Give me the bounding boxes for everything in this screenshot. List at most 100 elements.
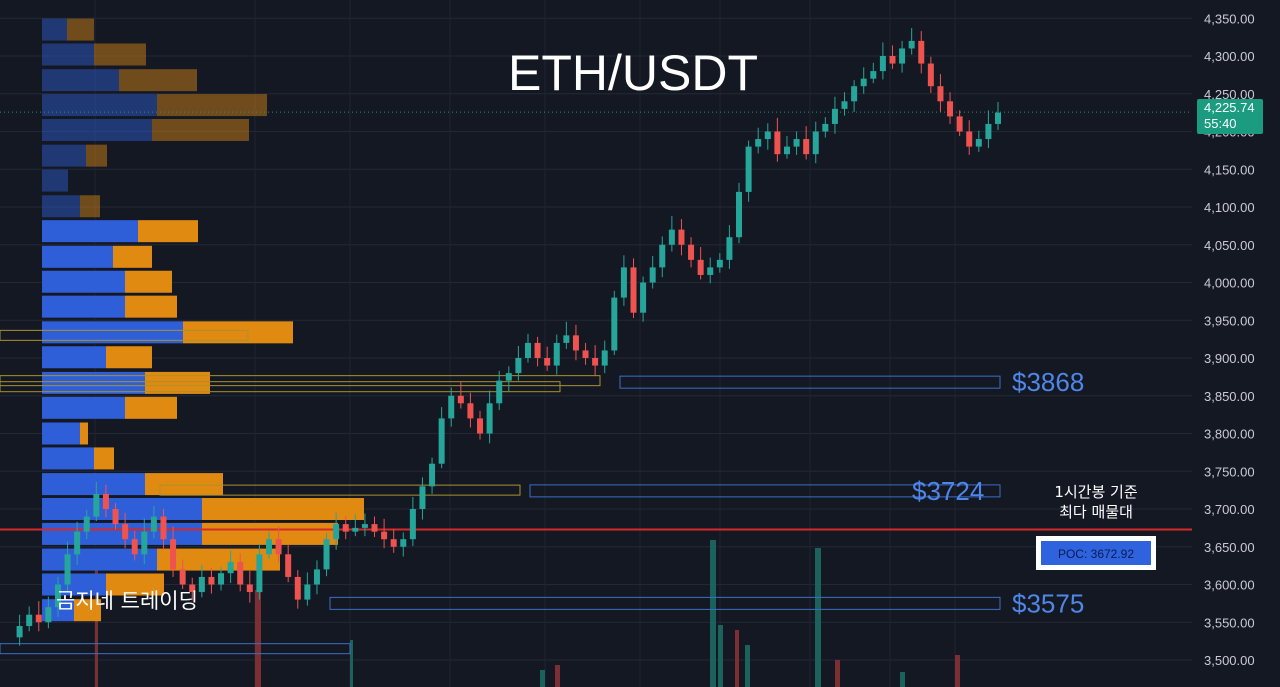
volume-bar bbox=[95, 570, 98, 687]
volume-bar bbox=[955, 655, 960, 687]
candle-body bbox=[947, 101, 954, 117]
vp-sell-bar bbox=[94, 43, 146, 66]
candle-body bbox=[764, 131, 771, 140]
price-badge-bg bbox=[1197, 99, 1263, 134]
candle-body bbox=[304, 584, 311, 600]
y-tick-label: 4,250.00 bbox=[1204, 87, 1255, 102]
poc-annotation: 1시간봉 기준 최다 매물대 POC: 3672.92 bbox=[1036, 483, 1156, 570]
volume-bar bbox=[900, 672, 905, 687]
poc-label: POC: 3672.92 bbox=[1058, 547, 1134, 561]
vp-buy-bar bbox=[42, 371, 145, 394]
candle-body bbox=[361, 524, 368, 528]
y-tick-label: 4,100.00 bbox=[1204, 200, 1255, 215]
candle-body bbox=[678, 229, 685, 245]
vp-buy-bar bbox=[42, 94, 157, 117]
candle-body bbox=[803, 139, 810, 155]
candle-body bbox=[208, 576, 215, 585]
candle-body bbox=[102, 493, 109, 509]
vp-sell-bar bbox=[125, 295, 177, 318]
vp-buy-bar bbox=[42, 144, 86, 167]
candle-body bbox=[352, 527, 359, 532]
y-axis: 4,350.004,300.004,250.004,200.004,150.00… bbox=[1204, 11, 1255, 668]
candle-body bbox=[659, 244, 666, 268]
vp-buy-bar bbox=[42, 118, 152, 141]
vp-sell-bar bbox=[157, 548, 280, 571]
y-tick-label: 3,900.00 bbox=[1204, 351, 1255, 366]
chart-title: ETH/USDT bbox=[508, 45, 758, 101]
candle-body bbox=[170, 539, 177, 570]
watermark-text: 곰지네 트레이딩 bbox=[56, 589, 198, 613]
candle-body bbox=[975, 139, 982, 147]
vp-sell-bar bbox=[138, 220, 198, 243]
candle-body bbox=[35, 614, 42, 623]
candle-body bbox=[688, 244, 695, 260]
volume-bar bbox=[255, 590, 261, 687]
vp-buy-bar bbox=[42, 245, 113, 268]
level-box bbox=[0, 329, 249, 341]
y-tick-label: 4,300.00 bbox=[1204, 49, 1255, 64]
candle-body bbox=[927, 63, 934, 87]
vp-sell-bar bbox=[183, 321, 293, 344]
candle-body bbox=[189, 584, 196, 593]
candle-body bbox=[726, 237, 733, 260]
volume-bar bbox=[745, 645, 750, 687]
candle-body bbox=[333, 524, 340, 540]
volume-bar bbox=[350, 640, 353, 687]
candle-body bbox=[131, 539, 138, 555]
candle-body bbox=[649, 267, 656, 283]
level-box bbox=[159, 484, 521, 496]
vp-sell-bar bbox=[86, 144, 107, 167]
vp-buy-bar bbox=[42, 422, 80, 445]
candle-body bbox=[995, 112, 1001, 124]
candle-body bbox=[246, 584, 253, 593]
candle-body bbox=[889, 56, 896, 64]
candle-body bbox=[851, 86, 858, 102]
candle-body bbox=[544, 358, 551, 366]
support-zones: $3868 $3724 $3575 bbox=[0, 329, 1084, 655]
poc-note-line2: 최다 매물대 bbox=[1059, 503, 1133, 521]
candle-body bbox=[141, 531, 148, 555]
candle-body bbox=[448, 395, 455, 419]
vp-sell-bar bbox=[157, 94, 267, 117]
poc-box bbox=[1041, 541, 1151, 565]
candles bbox=[16, 28, 1001, 646]
candle-body bbox=[467, 403, 474, 419]
candle-body bbox=[45, 607, 52, 623]
candle-body bbox=[342, 524, 349, 532]
candle-body bbox=[26, 614, 33, 627]
candle-body bbox=[112, 509, 119, 525]
vp-buy-bar bbox=[42, 220, 138, 243]
candle-body bbox=[218, 573, 225, 585]
candle-body bbox=[592, 358, 599, 366]
volume-bar bbox=[815, 548, 821, 687]
candle-body bbox=[879, 56, 886, 72]
candle-body bbox=[985, 123, 992, 140]
vp-buy-bar bbox=[42, 69, 119, 92]
y-tick-label: 3,500.00 bbox=[1204, 653, 1255, 668]
candle-body bbox=[783, 146, 790, 155]
candle-body bbox=[83, 516, 90, 532]
y-tick-label: 4,050.00 bbox=[1204, 238, 1255, 253]
volume-bar bbox=[835, 660, 840, 687]
grid bbox=[0, 0, 1192, 687]
y-tick-label: 3,950.00 bbox=[1204, 313, 1255, 328]
candle-body bbox=[54, 584, 61, 608]
candle-body bbox=[956, 116, 963, 132]
volume-bar bbox=[540, 670, 545, 687]
candle-body bbox=[496, 380, 503, 404]
vp-buy-bar bbox=[42, 321, 183, 344]
vp-sell-bar bbox=[113, 245, 152, 268]
vp-sell-bar bbox=[106, 346, 152, 369]
candle-body bbox=[227, 561, 234, 574]
vp-sell-bar bbox=[152, 118, 249, 141]
y-tick-label: 4,150.00 bbox=[1204, 162, 1255, 177]
y-tick-label: 4,350.00 bbox=[1204, 11, 1255, 26]
candle-body bbox=[630, 267, 637, 313]
candle-body bbox=[640, 282, 647, 313]
vp-buy-bar bbox=[42, 43, 94, 66]
candle-body bbox=[285, 554, 292, 577]
candle-body bbox=[812, 131, 819, 155]
y-tick-label: 3,850.00 bbox=[1204, 389, 1255, 404]
